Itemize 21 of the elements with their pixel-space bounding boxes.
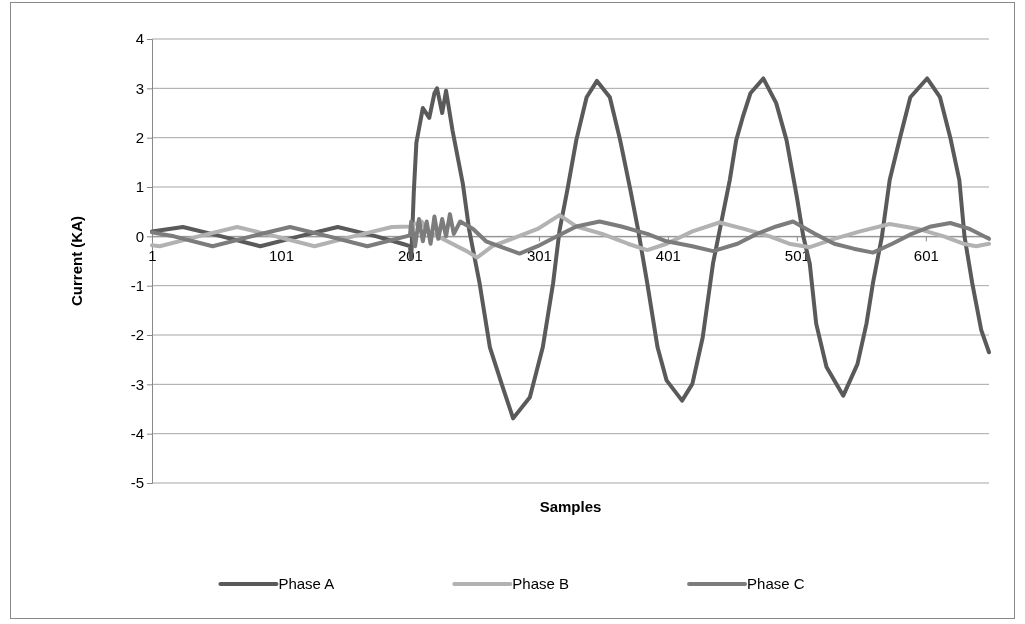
y-tick-label: -3 <box>130 375 144 393</box>
line-series <box>150 76 991 421</box>
y-tick-label: -1 <box>130 276 144 294</box>
y-tick-label: -2 <box>130 326 144 344</box>
x-tick-label: 1 <box>148 246 157 264</box>
y-tick-label: -4 <box>130 424 144 442</box>
x-tick-label: 101 <box>268 246 294 264</box>
y-tick-label: 2 <box>135 128 144 146</box>
legend-label: Phase C <box>747 575 805 592</box>
y-axis-title: Current (KA) <box>68 216 85 306</box>
x-tick-label: 401 <box>655 246 681 264</box>
y-tick-label: 0 <box>135 227 144 245</box>
y-tick-label: 1 <box>135 178 144 196</box>
y-tick-label: 3 <box>135 79 144 97</box>
x-tick-label: 301 <box>526 246 552 264</box>
y-tick-label: -5 <box>130 474 144 492</box>
x-tick-label: 601 <box>913 246 939 264</box>
y-tick-label: 4 <box>135 30 144 48</box>
x-axis-title: Samples <box>539 498 602 515</box>
legend-label: Phase A <box>278 575 335 592</box>
legend-label: Phase B <box>512 575 570 592</box>
